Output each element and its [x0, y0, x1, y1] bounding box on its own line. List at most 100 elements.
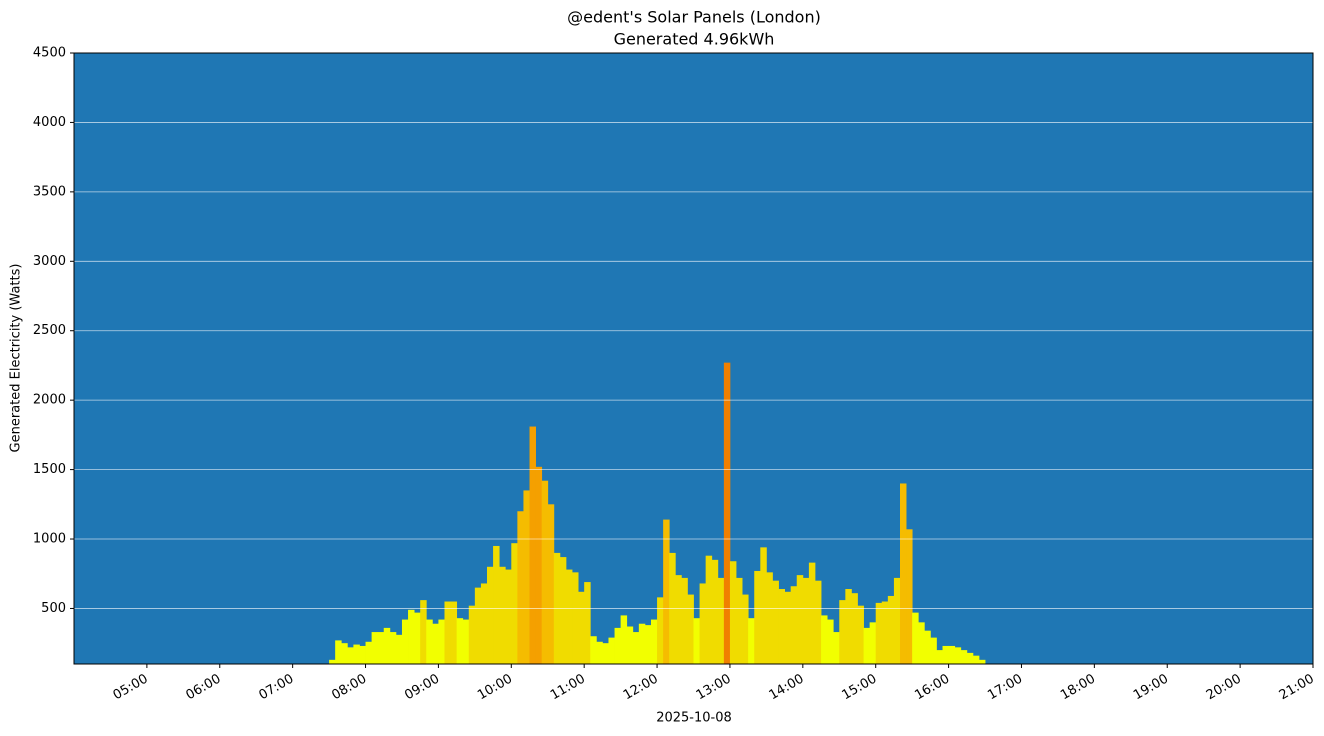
x-tick-label: 13:00: [694, 672, 734, 704]
bar: [833, 632, 840, 664]
bar: [371, 632, 379, 664]
bar: [893, 577, 901, 664]
bar: [900, 483, 907, 664]
bar: [517, 511, 524, 664]
bar: [723, 362, 731, 664]
y-tick-label: 1500: [33, 462, 66, 477]
bar: [487, 566, 494, 664]
bar: [438, 619, 445, 664]
bar: [857, 605, 864, 664]
bar: [444, 601, 451, 664]
bar: [717, 577, 725, 664]
bar: [632, 632, 640, 664]
bar: [687, 594, 694, 664]
bar: [657, 597, 664, 664]
bar: [766, 572, 773, 664]
bar: [614, 627, 622, 664]
x-tick-label: 14:00: [767, 672, 807, 704]
bar: [638, 623, 646, 664]
y-tick-label: 3000: [33, 254, 66, 269]
bar: [572, 572, 579, 664]
bar: [918, 622, 925, 664]
y-axis-label: Generated Electricity (Watts): [9, 264, 24, 453]
bar: [474, 587, 482, 664]
bar: [505, 569, 512, 664]
bar: [365, 641, 373, 664]
bar: [827, 619, 834, 664]
bar: [839, 600, 846, 664]
bar: [887, 595, 895, 664]
bar: [401, 619, 409, 664]
y-tick-label: 1000: [33, 532, 66, 547]
bar: [808, 562, 816, 664]
bar: [541, 480, 549, 664]
x-tick-label: 08:00: [329, 672, 369, 704]
bar: [814, 580, 822, 664]
x-tick-label: 05:00: [111, 672, 151, 704]
bar: [675, 575, 682, 664]
bar: [972, 655, 980, 664]
x-tick-label: 17:00: [985, 672, 1025, 704]
bar: [966, 652, 974, 664]
bar: [875, 602, 883, 664]
bar: [748, 618, 755, 664]
bar: [590, 636, 597, 664]
bar: [547, 504, 555, 664]
bar: [729, 561, 737, 664]
bar: [869, 622, 877, 664]
bar: [663, 519, 670, 664]
y-tick-label: 4000: [33, 115, 66, 130]
bar: [906, 529, 913, 664]
bar: [863, 627, 871, 664]
bar: [620, 615, 628, 664]
bar: [796, 575, 804, 664]
x-tick-label: 21:00: [1277, 672, 1317, 704]
bar: [565, 569, 573, 664]
bar: [383, 627, 391, 664]
bar: [705, 555, 713, 664]
bar: [432, 623, 439, 664]
bar: [821, 615, 828, 664]
bar: [772, 580, 779, 664]
bar: [499, 566, 506, 664]
bar: [529, 426, 536, 664]
plot-background: [74, 53, 1313, 664]
x-tick-label: 10:00: [475, 672, 515, 704]
bar: [924, 630, 931, 664]
y-tick-label: 3500: [33, 184, 66, 199]
bar: [711, 559, 719, 664]
bar: [359, 645, 366, 664]
x-tick-label: 20:00: [1204, 672, 1244, 704]
bar: [681, 577, 688, 664]
bar: [626, 626, 634, 664]
bar: [426, 619, 433, 664]
bar: [535, 466, 543, 664]
bar: [341, 643, 348, 664]
bar: [578, 591, 585, 664]
bar: [699, 583, 707, 664]
x-tick-label: 06:00: [184, 672, 224, 704]
x-tick-label: 09:00: [402, 672, 442, 704]
x-tick-label: 18:00: [1058, 672, 1098, 704]
bar: [377, 632, 385, 664]
bar: [395, 634, 403, 664]
bar: [978, 659, 986, 664]
plot-frame: [73, 52, 1314, 665]
bar: [754, 570, 761, 664]
bar: [480, 583, 488, 664]
bar: [389, 632, 397, 664]
bar: [329, 659, 336, 664]
bar: [930, 637, 937, 664]
bar: [608, 637, 615, 664]
y-tick-label: 4500: [33, 46, 66, 61]
bar: [596, 641, 603, 664]
x-axis-label: 2025-10-08: [656, 711, 732, 726]
bar: [912, 612, 919, 664]
bar: [353, 644, 360, 664]
bar: [420, 600, 427, 664]
x-tick-label: 11:00: [548, 672, 588, 704]
bar: [559, 557, 567, 664]
bar: [778, 589, 786, 664]
bar: [602, 643, 609, 664]
